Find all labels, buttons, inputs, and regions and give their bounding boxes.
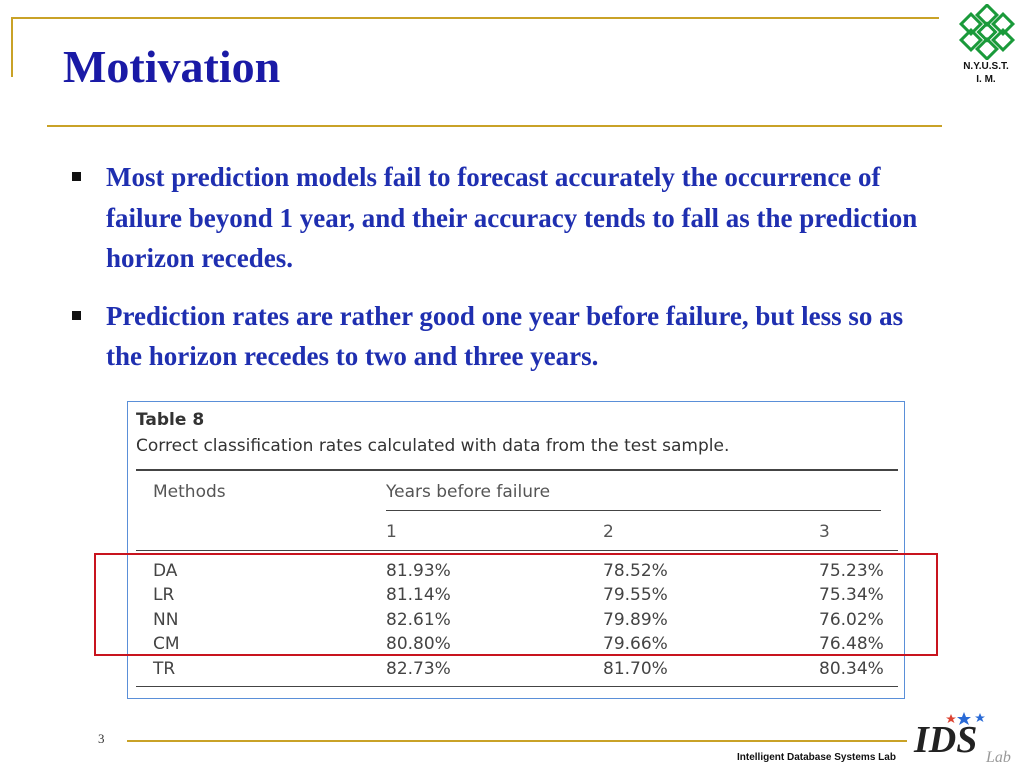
logo-caption: N.Y.U.S.T. I. M. bbox=[946, 60, 1024, 86]
logo-line-1: N.Y.U.S.T. bbox=[963, 61, 1009, 72]
rate-cell: 82.61% bbox=[386, 610, 451, 630]
bullet-item: Most prediction models fail to forecast … bbox=[72, 157, 942, 279]
method-cell: DA bbox=[153, 561, 178, 581]
rate-cell: 81.70% bbox=[603, 659, 668, 679]
slide-title: Motivation bbox=[63, 41, 281, 92]
rate-cell: 79.66% bbox=[603, 634, 668, 654]
title-underline-rule bbox=[47, 125, 942, 127]
ids-logo-sub: Lab bbox=[985, 749, 1011, 766]
rate-cell: 80.34% bbox=[819, 659, 884, 679]
table-top-rule bbox=[136, 469, 898, 471]
footer-rule bbox=[127, 740, 907, 742]
rate-cell: 79.89% bbox=[603, 610, 668, 630]
left-vertical-rule bbox=[11, 17, 13, 77]
bullet-list: Most prediction models fail to forecast … bbox=[72, 157, 942, 394]
logo-line-2: I. M. bbox=[976, 74, 996, 85]
rate-cell: 82.73% bbox=[386, 659, 451, 679]
table-bottom-rule bbox=[136, 686, 898, 687]
square-bullet-icon bbox=[72, 172, 81, 181]
rate-cell: 76.02% bbox=[819, 610, 884, 630]
year-header: 2 bbox=[603, 522, 614, 542]
method-cell: CM bbox=[153, 634, 180, 654]
years-group-header: Years before failure bbox=[386, 482, 551, 502]
rate-cell: 79.55% bbox=[603, 585, 668, 605]
bullet-item: Prediction rates are rather good one yea… bbox=[72, 296, 942, 377]
year-header: 3 bbox=[819, 522, 830, 542]
rate-cell: 78.52% bbox=[603, 561, 668, 581]
footer-lab-name: Intelligent Database Systems Lab bbox=[737, 752, 896, 763]
header-bottom-rule bbox=[136, 550, 898, 551]
bullet-text: Prediction rates are rather good one yea… bbox=[106, 300, 904, 372]
rate-cell: 75.23% bbox=[819, 561, 884, 581]
bullet-text: Most prediction models fail to forecast … bbox=[106, 162, 918, 273]
rate-cell: 81.93% bbox=[386, 561, 451, 581]
table-title: Table 8 bbox=[136, 410, 205, 430]
rate-cell: 75.34% bbox=[819, 585, 884, 605]
ids-lab-logo-icon: IDS Lab bbox=[913, 712, 1011, 766]
table-caption: Correct classification rates calculated … bbox=[136, 436, 730, 456]
square-bullet-icon bbox=[72, 310, 81, 320]
rate-cell: 76.48% bbox=[819, 634, 884, 654]
rate-cell: 80.80% bbox=[386, 634, 451, 654]
page-number: 3 bbox=[98, 731, 105, 746]
table-figure: Table 8 Correct classification rates cal… bbox=[127, 401, 905, 699]
year-header: 1 bbox=[386, 522, 397, 542]
method-cell: TR bbox=[153, 659, 176, 679]
nyust-flower-icon bbox=[958, 4, 1016, 60]
highlight-box bbox=[94, 553, 938, 656]
rate-cell: 81.14% bbox=[386, 585, 451, 605]
method-cell: LR bbox=[153, 585, 175, 605]
ids-logo-text: IDS bbox=[913, 719, 977, 761]
method-cell: NN bbox=[153, 610, 179, 630]
methods-header: Methods bbox=[153, 482, 226, 502]
group-header-rule bbox=[386, 510, 881, 511]
top-horizontal-rule bbox=[11, 17, 939, 19]
